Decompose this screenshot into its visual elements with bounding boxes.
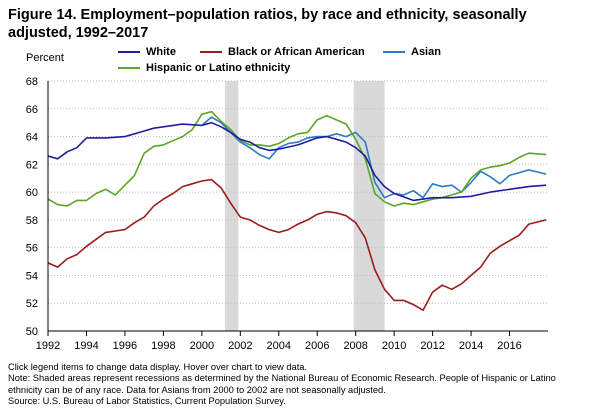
y-tick-label: 60 <box>26 187 38 199</box>
recession-band-2 <box>353 81 385 331</box>
legend-label-black: Black or African American <box>228 46 365 58</box>
note-recessions: Note: Shaded areas represent recessions … <box>8 373 556 395</box>
recession-band-1 <box>224 81 239 331</box>
series-line-white <box>47 121 547 202</box>
series-line-black-or-african-american <box>47 178 547 311</box>
legend-label-white: White <box>146 46 176 58</box>
x-tick-label: 2012 <box>420 340 444 352</box>
y-tick-label: 68 <box>26 76 38 88</box>
legend-label-asian: Asian <box>411 46 441 58</box>
series-line-asian <box>201 116 547 199</box>
y-tick-label: 52 <box>26 298 38 310</box>
x-tick-label: 2014 <box>459 340 483 352</box>
note-instructions: Click legend items to change data displa… <box>8 362 308 372</box>
y-tick-label: 58 <box>26 215 38 227</box>
y-tick-label: 62 <box>26 159 38 171</box>
chart-title: Figure 14. Employment–population ratios,… <box>8 7 527 41</box>
y-tick-label: 50 <box>26 326 38 338</box>
legend-item-asian[interactable]: Asian <box>383 46 441 58</box>
series-lines <box>47 110 547 311</box>
note-source: Source: U.S. Bureau of Labor Statistics,… <box>8 396 286 407</box>
axes: 50 52 54 56 58 60 62 64 66 68 1992 1994 1996 1998 2000… <box>26 76 548 352</box>
legend-swatch-black <box>200 51 222 53</box>
legend-item-white[interactable]: White <box>118 46 176 58</box>
y-tick-label: 54 <box>26 270 38 282</box>
y-tick-label: 56 <box>26 243 38 255</box>
x-tick-label: 2002 <box>228 340 252 352</box>
gridlines <box>48 80 548 332</box>
recession-shading <box>224 81 385 331</box>
legend-swatch-asian <box>383 51 405 53</box>
chart-notes: Click legend items to change data displa… <box>8 362 583 408</box>
y-tick-label: 66 <box>26 104 38 116</box>
x-tick-label: 2010 <box>382 340 406 352</box>
x-tick-label: 2008 <box>343 340 367 352</box>
x-tick-label: 2000 <box>190 340 214 352</box>
legend-item-black[interactable]: Black or African American <box>200 46 365 58</box>
x-tick-label: 1998 <box>151 340 175 352</box>
y-tick-label: 64 <box>26 132 38 144</box>
x-tick-label: 1992 <box>36 340 60 352</box>
legend-item-hispanic[interactable]: Hispanic or Latino ethnicity <box>118 62 290 74</box>
x-tick-label: 1994 <box>74 340 98 352</box>
x-tick-label: 2006 <box>305 340 329 352</box>
y-axis-unit-label: Percent <box>26 52 64 64</box>
legend-swatch-hispanic <box>118 67 140 69</box>
legend-swatch-white <box>118 51 140 53</box>
series-line-hispanic-or-latino-ethnicity <box>47 110 547 207</box>
x-tick-label: 2004 <box>267 340 291 352</box>
line-chart[interactable]: 50 52 54 56 58 60 62 64 66 68 1992 1994 1996 1998 2000… <box>0 0 590 360</box>
legend-label-hispanic: Hispanic or Latino ethnicity <box>146 62 291 74</box>
x-tick-label: 2016 <box>497 340 521 352</box>
x-tick-label: 1996 <box>113 340 137 352</box>
